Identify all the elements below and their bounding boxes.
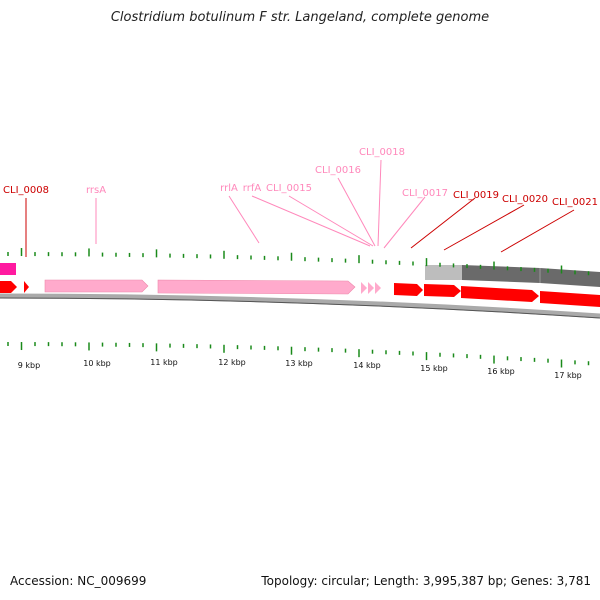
map-title: Clostridium botulinum F str. Langeland, … [110,10,490,25]
feature-cli-0008 [24,281,29,293]
kbp-label-9: 9 kbp [18,361,40,370]
feature-fragment-top-left [0,263,16,275]
label-cli-0019: CLI_0019 [453,190,499,201]
accession-text: Accession: NC_009699 [10,574,147,588]
rna-features [44,279,381,295]
kbp-label-12: 12 kbp [218,358,246,367]
feature-small-rna-2 [368,282,374,294]
genome-summary: Topology: circular; Length: 3,995,387 bp… [261,574,591,588]
feature-cli-0021-block [461,286,539,302]
label-cli-0008: CLI_0008 [3,185,49,196]
kbp-label-14: 14 kbp [353,361,381,370]
kbp-label-10: 10 kbp [83,359,111,368]
label-rrsA: rrsA [86,185,106,196]
genome-backbone [0,293,600,319]
label-cli-0021: CLI_0021 [552,197,598,208]
label-cli-0015: CLI_0015 [266,183,312,194]
label-cli-0018: CLI_0018 [359,147,405,158]
feature-rrsA [44,279,149,293]
kbp-label-11: 11 kbp [150,358,178,367]
cds-features [0,281,600,307]
feature-small-rna-1 [361,282,367,294]
tick-marks-bottom [7,342,590,368]
kbp-scale-labels: 9 kbp 10 kbp 11 kbp 12 kbp 13 kbp 14 kbp… [18,358,582,380]
feature-cli-0019-block [394,283,423,296]
tick-marks-top [7,248,590,276]
kbp-label-17: 17 kbp [554,371,582,380]
kbp-label-15: 15 kbp [420,364,448,373]
feature-labels: CLI_0008 rrsA rrlA rrfA CLI_0015 CLI_001… [3,147,598,208]
feature-cli-0020-block [424,284,461,297]
label-cli-0020: CLI_0020 [502,194,548,205]
feature-cds-left [0,281,17,293]
label-leaders [25,159,575,257]
kbp-label-16: 16 kbp [487,367,515,376]
feature-rrlA [157,279,356,295]
label-rrlA: rrlA [220,183,238,194]
label-cli-0016: CLI_0016 [315,165,361,176]
kbp-label-13: 13 kbp [285,359,313,368]
feature-small-rna-3 [375,282,381,294]
feature-cds-right [540,291,600,307]
label-rrfA: rrfA [243,183,262,194]
gray-feature [425,265,600,287]
label-cli-0017: CLI_0017 [402,188,448,199]
